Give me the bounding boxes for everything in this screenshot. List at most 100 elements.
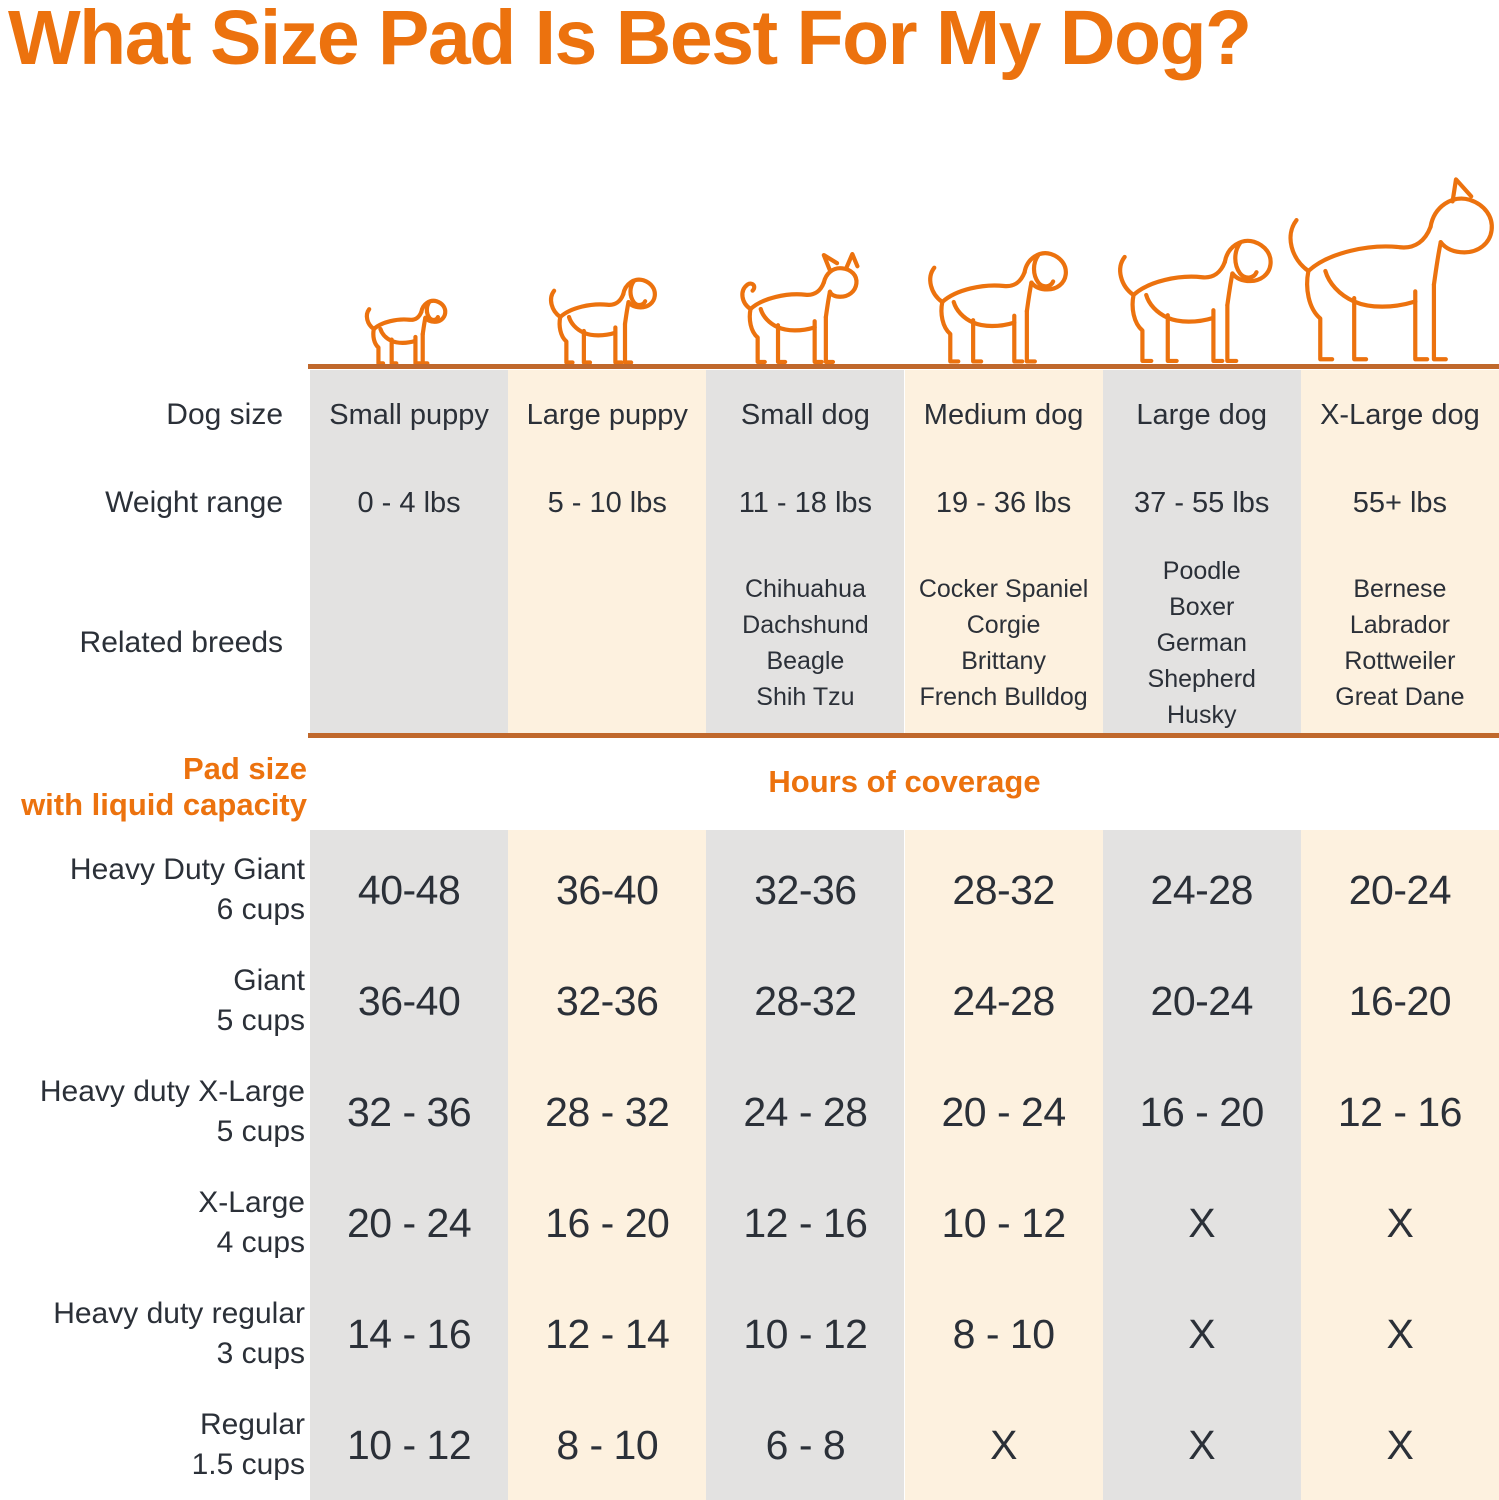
pad-size-label-line2: with liquid capacity (21, 787, 307, 822)
breed-name: Cocker Spaniel (918, 575, 1089, 603)
breed-name: Brittany (961, 647, 1046, 675)
hours-cell: 20 - 24 (347, 1199, 472, 1246)
column-header: Medium dog (923, 398, 1084, 431)
hours-cell: 6 - 8 (765, 1421, 846, 1468)
pad-capacity: 5 cups (216, 1115, 305, 1148)
column-bg-header-2 (508, 370, 707, 733)
column-header: X-Large dog (1320, 398, 1480, 431)
hours-cell: 20 - 24 (941, 1088, 1067, 1135)
hours-cell: 10 - 12 (743, 1310, 868, 1357)
hours-cell: 12 - 16 (743, 1199, 868, 1246)
hours-cell: 36-40 (556, 866, 659, 913)
breed-name: Rottweiler (1344, 647, 1456, 675)
breed-name: Poodle (1162, 557, 1241, 585)
pad-name: Heavy Duty Giant (69, 853, 305, 886)
hours-cell: 40-48 (357, 866, 461, 913)
hours-cell: 10 - 12 (941, 1199, 1067, 1246)
hours-cell: 24-28 (952, 977, 1055, 1024)
breed-name: Shih Tzu (756, 683, 855, 711)
pad-row-label: Regular 1.5 cups (0, 1403, 305, 1487)
pad-capacity: 1.5 cups (191, 1448, 305, 1481)
column-bg-data-1 (310, 830, 509, 1500)
hours-cell: 28-32 (952, 866, 1055, 913)
breed-name: Corgie (966, 611, 1041, 639)
weight-range-row-caption: Weight range (105, 486, 283, 519)
hours-cell: 32-36 (754, 866, 857, 913)
weight-range-cell: 37 - 55 lbs (1134, 486, 1270, 519)
hours-cell: 24 - 28 (743, 1088, 868, 1135)
hours-cell: X (1188, 1310, 1216, 1357)
hours-cell: 16 - 20 (545, 1199, 670, 1246)
hours-cell: 12 - 14 (545, 1310, 670, 1357)
hours-cell: 14 - 16 (347, 1310, 472, 1357)
column-bg-header-6 (1300, 370, 1499, 733)
breed-name: Boxer (1169, 593, 1235, 621)
column-bg-data-6 (1300, 830, 1499, 1500)
column-bg-header-1 (310, 370, 509, 733)
column-bg-header-3 (706, 370, 905, 733)
pad-row-label: X-Large 4 cups (0, 1181, 305, 1265)
pad-capacity: 3 cups (216, 1337, 305, 1370)
hours-cell: X (1188, 1421, 1216, 1468)
weight-range-cell: 5 - 10 lbs (547, 486, 667, 519)
related-breeds-cell: Bernese Labrador Rottweiler Great Dane (1305, 550, 1495, 736)
column-bg-header-5 (1102, 370, 1301, 733)
pad-name: Heavy duty regular (53, 1297, 305, 1330)
column-bg-data-2 (508, 830, 707, 1500)
column-header: Large dog (1136, 398, 1268, 431)
large-dog-icon (1113, 224, 1291, 366)
hours-cell: X (1188, 1199, 1216, 1246)
breed-name: Husky (1167, 701, 1237, 729)
hours-cell: 20-24 (1348, 866, 1452, 913)
breed-name: Great Dane (1335, 683, 1465, 711)
pad-name: Regular (199, 1408, 305, 1441)
pad-size-label-line1: Pad size (182, 751, 307, 786)
hours-cell: 28 - 32 (545, 1088, 670, 1135)
pad-name: X-Large (198, 1186, 305, 1219)
hours-cell: 8 - 10 (556, 1421, 659, 1468)
hours-cell: X (1386, 1421, 1414, 1468)
pad-capacity: 5 cups (216, 1004, 305, 1037)
column-bg-data-5 (1102, 830, 1301, 1500)
pad-size-section-label: Pad size with liquid capacity (0, 751, 307, 823)
pad-name: Giant (233, 964, 305, 997)
breed-name: Chihuahua (744, 575, 866, 603)
breed-name: Labrador (1349, 611, 1450, 639)
page-title: What Size Pad Is Best For My Dog? (8, 0, 1252, 81)
weight-range-cell: 19 - 36 lbs (935, 486, 1072, 519)
breed-name: Dachshund (742, 611, 869, 639)
hours-cell: 16 - 20 (1139, 1088, 1265, 1135)
pad-name: Heavy duty X-Large (39, 1075, 305, 1108)
hours-cell: X (1386, 1199, 1414, 1246)
dog-baseline-rule (308, 364, 1499, 369)
related-breeds-cell: Poodle Boxer German Shepherd Husky (1107, 550, 1297, 736)
column-bg-data-3 (706, 830, 905, 1500)
column-header: Large puppy (526, 398, 688, 431)
hours-cell: 8 - 10 (952, 1310, 1055, 1357)
column-header: Small puppy (329, 398, 489, 431)
pad-capacity: 4 cups (216, 1226, 305, 1259)
breed-name: German Shepherd (1147, 629, 1256, 693)
medium-dog-icon (924, 238, 1084, 366)
column-header: Small dog (740, 398, 870, 431)
hours-cell: 32-36 (556, 977, 659, 1024)
pad-row-label: Heavy duty regular 3 cups (0, 1292, 305, 1376)
related-breeds-cell: Cocker Spaniel Corgie Brittany French Bulld… (909, 550, 1099, 736)
pad-row-label: Heavy duty X-Large 5 cups (0, 1070, 305, 1154)
hours-cell: 28-32 (754, 977, 857, 1024)
pad-capacity: 6 cups (216, 893, 305, 926)
breed-name: Beagle (766, 647, 845, 675)
breed-name: Bernese (1353, 575, 1447, 603)
pad-row-label: Heavy Duty Giant 6 cups (0, 848, 305, 932)
related-breeds-row-caption: Related breeds (79, 626, 283, 659)
hours-cell: X (1386, 1310, 1414, 1357)
hours-cell: 16-20 (1348, 977, 1452, 1024)
pad-row-label: Giant 5 cups (0, 959, 305, 1043)
hours-cell: 12 - 16 (1337, 1088, 1463, 1135)
x-large-dog-icon (1281, 176, 1499, 366)
hours-cell: 20-24 (1150, 977, 1254, 1024)
column-bg-header-4 (904, 370, 1103, 733)
hours-cell: 36-40 (357, 977, 461, 1024)
hours-cell: 32 - 36 (347, 1088, 472, 1135)
